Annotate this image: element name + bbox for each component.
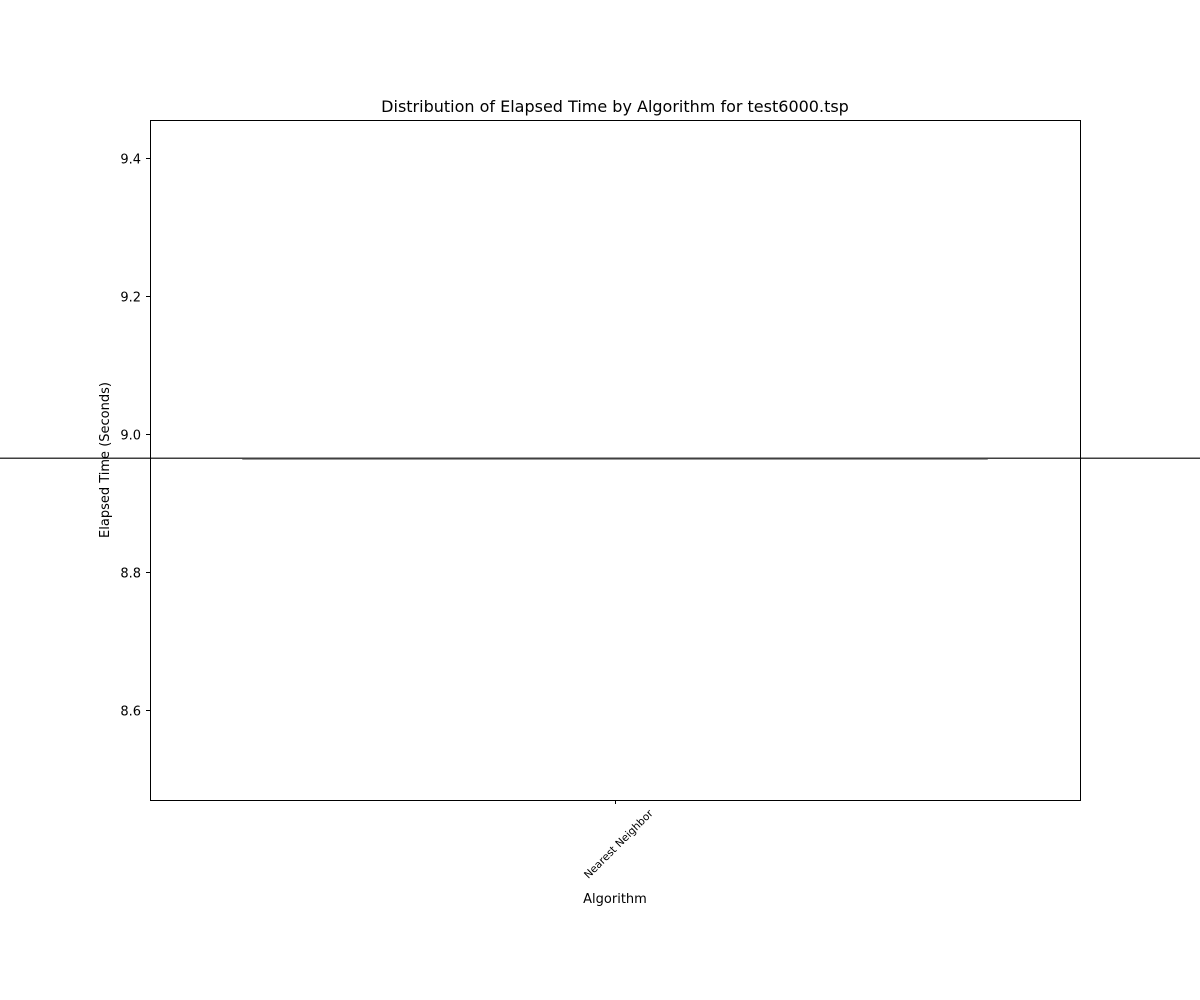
y-tick-label: 9.0	[120, 429, 141, 444]
y-tick-label: 8.6	[120, 705, 141, 720]
y-axis-label: Elapsed Time (Seconds)	[98, 382, 113, 538]
axes-frame	[150, 120, 1081, 801]
y-axis: 8.6 8.8 9.0 9.2 9.4	[120, 153, 150, 720]
plot-area	[0, 457, 1200, 460]
x-axis-label: Algorithm	[583, 892, 647, 907]
box-plot	[0, 457, 1200, 460]
x-tick-label: Nearest Neighbor	[582, 807, 656, 881]
x-axis: Nearest Neighbor	[582, 800, 656, 881]
y-tick-label: 9.4	[120, 153, 141, 168]
y-tick-label: 8.8	[120, 567, 141, 582]
y-tick-label: 9.2	[120, 291, 141, 306]
chart-title: Distribution of Elapsed Time by Algorith…	[381, 97, 849, 116]
